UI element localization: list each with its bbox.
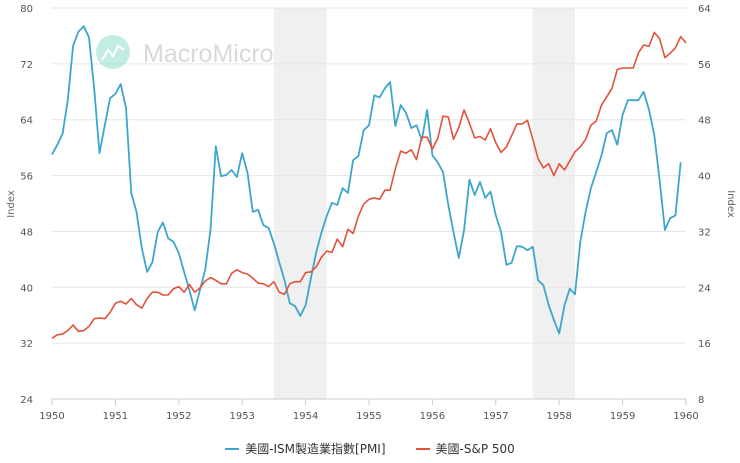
x-tick-label: 1954 [293,411,318,422]
legend-swatch-sp500 [415,447,430,450]
right-tick-label: 56 [698,60,711,71]
legend-label-pmi: 美國-ISM製造業指數[PMI] [245,442,386,456]
sp500-line [51,31,687,339]
right-tick-label: 40 [698,172,711,183]
right-tick-label: 64 [698,4,711,15]
left-tick-label: 80 [20,4,33,15]
legend-label-sp500: 美國-S&P 500 [435,442,515,456]
right-tick-label: 32 [698,227,711,238]
x-tick-label: 1957 [483,411,508,422]
watermark-logo-icon [96,35,130,69]
left-axis-title: Index [6,190,17,218]
right-axis: 8 16 24 32 40 48 56 64 [698,4,711,406]
pmi-line [51,25,682,335]
series-lines [51,25,687,339]
x-tick-label: 1959 [610,411,635,422]
legend-item-sp500[interactable]: 美國-S&P 500 [415,440,515,457]
legend-swatch-pmi [225,447,240,450]
right-tick-label: 24 [698,283,711,294]
watermark-logo-chart-icon [101,44,125,61]
right-tick-label: 48 [698,116,711,127]
right-tick-label: 8 [698,395,704,406]
watermark: MacroMicro [96,35,274,69]
recession-band [273,8,327,399]
x-tick-label: 1958 [546,411,571,422]
recession-bands [273,8,576,399]
x-axis: 1950 1951 1952 1953 1954 1955 1956 1957 1958 1959… [39,399,699,422]
legend: 美國-ISM製造業指數[PMI] 美國-S&P 500 [0,440,740,457]
recession-band [532,8,576,399]
left-tick-label: 40 [20,283,33,294]
x-tick-label: 1960 [673,411,698,422]
left-tick-label: 72 [20,60,33,71]
left-axis: 24 32 40 48 56 64 72 80 [20,4,33,406]
x-tick-label: 1956 [420,411,445,422]
left-tick-label: 64 [20,116,33,127]
left-tick-label: 24 [20,395,33,406]
x-tick-label: 1952 [166,411,191,422]
left-tick-label: 48 [20,227,33,238]
right-axis-title: Index [725,190,736,218]
x-tick-label: 1951 [103,411,128,422]
watermark-text: MacroMicro [143,40,274,68]
legend-item-pmi[interactable]: 美國-ISM製造業指數[PMI] [225,440,386,457]
left-tick-label: 56 [20,172,33,183]
right-tick-label: 16 [698,339,711,350]
x-tick-label: 1955 [356,411,381,422]
x-tick-label: 1953 [229,411,254,422]
left-tick-label: 32 [20,339,33,350]
x-tick-label: 1950 [39,411,64,422]
